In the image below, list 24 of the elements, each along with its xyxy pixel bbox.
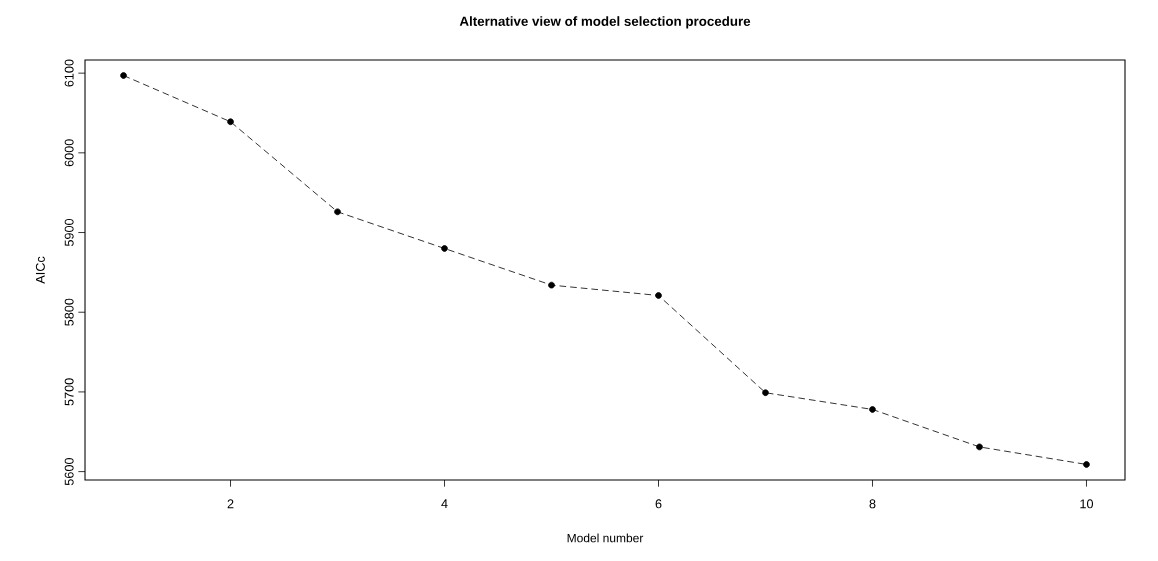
point (1083, 461, 1090, 468)
point (976, 443, 983, 451)
point (762, 389, 769, 397)
y-tick-label: 5900 (64, 218, 74, 247)
y-tick-label: 6000 (64, 139, 74, 167)
x-tick-label: 2 (227, 499, 234, 509)
x-tick-label: 8 (869, 499, 876, 509)
y-axis-title: AICc (35, 256, 45, 284)
point (548, 281, 555, 289)
y-tick-label: 5600 (64, 458, 74, 486)
point (227, 118, 234, 126)
point (120, 72, 127, 79)
chart-title: Alternative view of model selection procedure (459, 16, 751, 29)
y-tick-label: 6100 (64, 59, 74, 87)
x-axis-title: Model number (567, 533, 644, 543)
point (334, 208, 341, 216)
point (655, 292, 662, 299)
y-tick-label: 5700 (64, 378, 74, 406)
x-tick-label: 6 (655, 499, 662, 509)
point (441, 245, 448, 252)
y-tick-label: 5800 (64, 298, 74, 326)
x-tick-label: 10 (1080, 499, 1094, 509)
point (869, 406, 876, 413)
x-tick-label: 4 (441, 499, 448, 509)
